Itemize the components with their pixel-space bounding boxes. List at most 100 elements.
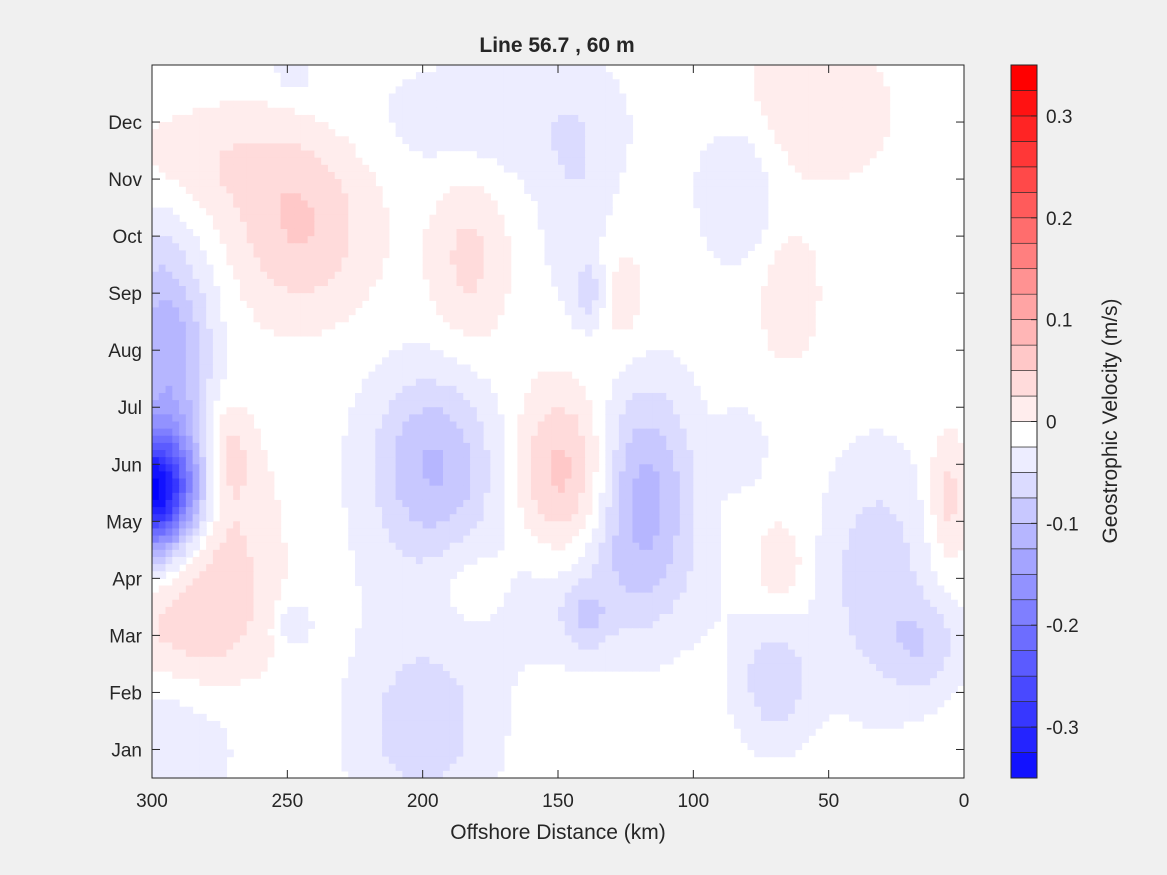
heatmap-cell bbox=[449, 243, 458, 251]
heatmap-cell bbox=[483, 378, 491, 387]
heatmap-cell bbox=[179, 157, 187, 166]
heatmap-cell bbox=[463, 271, 471, 280]
heatmap-cell bbox=[456, 314, 464, 323]
heatmap-cell bbox=[652, 364, 661, 373]
heatmap-cell bbox=[686, 485, 694, 494]
heatmap-cell bbox=[869, 79, 877, 87]
heatmap-cell bbox=[152, 535, 160, 544]
heatmap-cell bbox=[639, 521, 647, 530]
heatmap-cell bbox=[388, 350, 397, 358]
heatmap-cell bbox=[537, 392, 546, 401]
heatmap-cell bbox=[165, 549, 173, 558]
heatmap-cell bbox=[158, 542, 167, 551]
heatmap-cell bbox=[720, 228, 728, 237]
heatmap-cell bbox=[172, 122, 180, 130]
heatmap-cell bbox=[348, 221, 356, 230]
heatmap-cell bbox=[273, 264, 282, 273]
heatmap-cell bbox=[192, 286, 200, 294]
heatmap-cell bbox=[828, 585, 837, 594]
heatmap-cell bbox=[903, 471, 911, 480]
heatmap-cell bbox=[652, 400, 661, 408]
heatmap-cell bbox=[233, 528, 241, 537]
heatmap-cell bbox=[355, 392, 363, 401]
heatmap-cell bbox=[219, 343, 228, 351]
heatmap-cell bbox=[747, 471, 755, 480]
heatmap-cell bbox=[429, 514, 437, 522]
heatmap-cell bbox=[727, 243, 735, 251]
heatmap-cell bbox=[618, 136, 627, 145]
heatmap-cell bbox=[395, 478, 403, 487]
heatmap-cell bbox=[172, 257, 180, 266]
heatmap-cell bbox=[862, 435, 870, 444]
heatmap-cell bbox=[490, 65, 498, 73]
heatmap-cell bbox=[943, 457, 952, 465]
heatmap-cell bbox=[544, 514, 552, 522]
heatmap-cell bbox=[199, 485, 207, 494]
heatmap-cell bbox=[260, 286, 268, 294]
heatmap-cell bbox=[788, 243, 796, 251]
heatmap-cell bbox=[314, 293, 322, 301]
heatmap-cell bbox=[855, 164, 864, 173]
heatmap-cell bbox=[476, 186, 485, 194]
heatmap-cell bbox=[409, 400, 417, 408]
heatmap-cell bbox=[720, 464, 728, 473]
heatmap-cell bbox=[388, 93, 397, 102]
heatmap-cell bbox=[578, 421, 586, 430]
heatmap-cell bbox=[537, 207, 546, 216]
heatmap-cell bbox=[402, 371, 410, 380]
heatmap-cell bbox=[842, 157, 850, 166]
heatmap-cell bbox=[253, 435, 261, 444]
heatmap-cell bbox=[544, 578, 552, 587]
heatmap-cell bbox=[470, 122, 478, 130]
heatmap-cell bbox=[530, 143, 539, 152]
heatmap-cell bbox=[368, 278, 376, 287]
heatmap-cell bbox=[152, 350, 160, 358]
heatmap-cell bbox=[639, 442, 647, 451]
heatmap-cell bbox=[273, 243, 282, 251]
heatmap-cell bbox=[470, 542, 478, 551]
heatmap-cell bbox=[260, 450, 268, 458]
heatmap-cell bbox=[314, 278, 322, 287]
heatmap-cell bbox=[185, 499, 194, 508]
heatmap-cell bbox=[700, 179, 708, 187]
heatmap-cell bbox=[355, 549, 363, 558]
heatmap-cell bbox=[551, 207, 559, 216]
heatmap-cell bbox=[307, 271, 315, 280]
heatmap-cell bbox=[280, 221, 288, 230]
heatmap-cell bbox=[395, 549, 403, 558]
heatmap-cell bbox=[761, 86, 769, 95]
heatmap-cell bbox=[585, 278, 593, 287]
heatmap-cell bbox=[916, 499, 924, 508]
heatmap-cell bbox=[463, 79, 471, 87]
heatmap-cell bbox=[368, 428, 376, 437]
heatmap-cell bbox=[558, 136, 566, 145]
heatmap-cell bbox=[903, 542, 911, 551]
heatmap-cell bbox=[368, 450, 376, 458]
heatmap-cell bbox=[558, 542, 566, 551]
heatmap-cell bbox=[679, 378, 688, 387]
heatmap-cell bbox=[463, 186, 471, 194]
heatmap-cell bbox=[158, 300, 167, 309]
heatmap-cell bbox=[185, 179, 194, 187]
heatmap-cell bbox=[612, 535, 620, 544]
heatmap-cell bbox=[564, 371, 573, 380]
heatmap-cell bbox=[808, 79, 816, 87]
heatmap-cell bbox=[436, 307, 444, 316]
heatmap-cell bbox=[192, 564, 200, 572]
heatmap-cell bbox=[476, 114, 485, 123]
heatmap-cell bbox=[639, 549, 647, 558]
heatmap-cell bbox=[490, 542, 498, 551]
heatmap-cell bbox=[483, 129, 491, 137]
heatmap-cell bbox=[321, 214, 329, 223]
heatmap-cell bbox=[341, 150, 349, 159]
heatmap-cell bbox=[368, 207, 376, 216]
heatmap-cell bbox=[260, 556, 268, 565]
heatmap-cell bbox=[612, 122, 620, 130]
heatmap-cell bbox=[442, 556, 451, 565]
heatmap-cell bbox=[666, 485, 674, 494]
heatmap-cell bbox=[936, 485, 945, 494]
heatmap-cell bbox=[612, 136, 620, 145]
heatmap-cell bbox=[781, 136, 789, 145]
heatmap-cell bbox=[327, 293, 336, 301]
heatmap-cell bbox=[307, 250, 315, 259]
